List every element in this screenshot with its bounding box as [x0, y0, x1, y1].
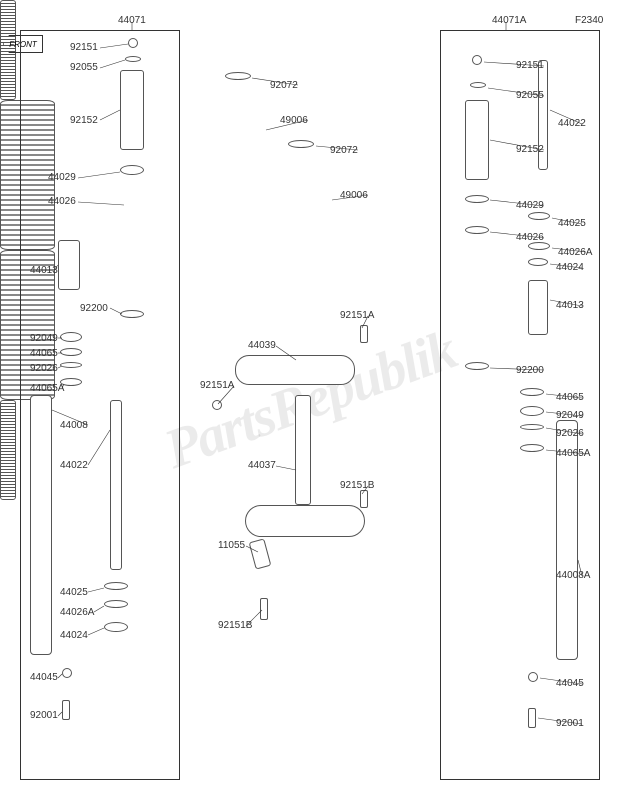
- washer-44029-left: [120, 165, 144, 175]
- o-ring-right: [470, 82, 486, 88]
- bolt-92001-left: [62, 700, 70, 720]
- ring-44026a-left: [104, 600, 128, 608]
- steering-stem-44037: [295, 395, 311, 505]
- circlip-92200-left: [120, 310, 144, 318]
- washer-44029-right: [465, 195, 489, 203]
- ring-44025-left: [104, 582, 128, 590]
- bolt-92151a-a: [212, 400, 222, 410]
- callout-92049-l: 92049: [30, 333, 58, 344]
- piston-rod-44022-left: [110, 400, 122, 570]
- ring-44026a-right: [528, 242, 550, 250]
- clamp-92072-b: [288, 140, 314, 148]
- gasket-44045-left: [62, 668, 72, 678]
- callout-44024-l: 44024: [60, 630, 88, 641]
- callout-92001-r: 92001: [556, 718, 584, 729]
- seal-92049-right: [520, 406, 544, 416]
- callout-44037: 44037: [248, 460, 276, 471]
- o-ring-left: [125, 56, 141, 62]
- callout-92055-r: 92055: [516, 90, 544, 101]
- callout-44022-l: 44022: [60, 460, 88, 471]
- callout-92151a-a: 92151A: [200, 380, 234, 391]
- callout-44029-l: 44029: [48, 172, 76, 183]
- callout-92151-l: 92151: [70, 42, 98, 53]
- callout-92151a-b: 92151A: [340, 310, 374, 321]
- callout-44065a-l: 44065A: [30, 383, 64, 394]
- inner-tube-upper-right: [465, 100, 489, 180]
- bushing-44065a-right: [520, 444, 544, 452]
- bolt-92151a-b: [360, 325, 368, 343]
- callout-44025-l: 44025: [60, 587, 88, 598]
- callout-44026a-l: 44026A: [60, 607, 94, 618]
- callout-44045-l: 44045: [30, 672, 58, 683]
- callout-44008-l: 44008: [60, 420, 88, 431]
- callout-44039: 44039: [248, 340, 276, 351]
- gasket-44045-right: [528, 672, 538, 682]
- callout-49006-b: 49006: [340, 190, 368, 201]
- callout-44022-r: 44022: [558, 118, 586, 129]
- callout-92152-r: 92152: [516, 144, 544, 155]
- bolt-92151b-b: [260, 598, 268, 620]
- outer-tube-44008-left: [30, 395, 52, 655]
- ring-44024-left: [104, 622, 128, 632]
- callout-92072-b: 92072: [330, 145, 358, 156]
- inner-tube-upper-left: [120, 70, 144, 150]
- callout-44008a-r: 44008A: [556, 570, 590, 581]
- callout-92026-r: 92026: [556, 428, 584, 439]
- callout-92152-l: 92152: [70, 115, 98, 126]
- clamp-92072-a: [225, 72, 251, 80]
- callout-92026-l: 92026: [30, 363, 58, 374]
- callout-44045-r: 44045: [556, 678, 584, 689]
- ring-44024-right: [528, 258, 548, 266]
- panel-ref-right: 44071A: [492, 15, 526, 26]
- bushing-44065-right: [520, 388, 544, 396]
- callout-44065-l: 44065: [30, 348, 58, 359]
- callout-44025-r: 44025: [558, 218, 586, 229]
- callout-11055: 11055: [218, 540, 245, 551]
- callout-44026-r: 44026: [516, 232, 544, 243]
- cap-bolt-left: [128, 38, 138, 48]
- callout-92200-r: 92200: [516, 365, 544, 376]
- fork-spring-right: [0, 400, 16, 500]
- callout-92200-l: 92200: [80, 303, 108, 314]
- callout-44065-r: 44065: [556, 392, 584, 403]
- cylinder-44013-left: [58, 240, 80, 290]
- bracket-11055: [249, 538, 272, 569]
- figure-code: F2340: [575, 15, 603, 26]
- callout-92072-a: 92072: [270, 80, 298, 91]
- callout-44026-l: 44026: [48, 196, 76, 207]
- callout-92049-r: 92049: [556, 410, 584, 421]
- cylinder-44013-right: [528, 280, 548, 335]
- callout-44029-r: 44029: [516, 200, 544, 211]
- callout-44013-r: 44013: [556, 300, 584, 311]
- bushing-44065-left: [60, 348, 82, 356]
- ring-44025-right: [528, 212, 550, 220]
- callout-92001-l: 92001: [30, 710, 58, 721]
- spacer-92026-left: [60, 362, 82, 368]
- callout-44026a-r: 44026A: [558, 247, 592, 258]
- callout-44013-l: 44013: [30, 265, 58, 276]
- upper-bracket-44039: [235, 355, 355, 385]
- spacer-92026-right: [520, 424, 544, 430]
- ring-44026-right: [465, 226, 489, 234]
- panel-ref-left: 44071: [118, 15, 146, 26]
- bolt-92001-right: [528, 708, 536, 728]
- cap-bolt-right: [472, 55, 482, 65]
- lower-bracket: [245, 505, 365, 537]
- circlip-92200-right: [465, 362, 489, 370]
- callout-44065a-r: 44065A: [556, 448, 590, 459]
- callout-92151-r: 92151: [516, 60, 544, 71]
- callout-92151b-a: 92151B: [340, 480, 374, 491]
- callout-44024-r: 44024: [556, 262, 584, 273]
- callout-92055-l: 92055: [70, 62, 98, 73]
- callout-49006-a: 49006: [280, 115, 308, 126]
- seal-92049-left: [60, 332, 82, 342]
- bolt-92151b-a: [360, 490, 368, 508]
- callout-92151b-b: 92151B: [218, 620, 252, 631]
- fork-right-panel: [440, 30, 600, 780]
